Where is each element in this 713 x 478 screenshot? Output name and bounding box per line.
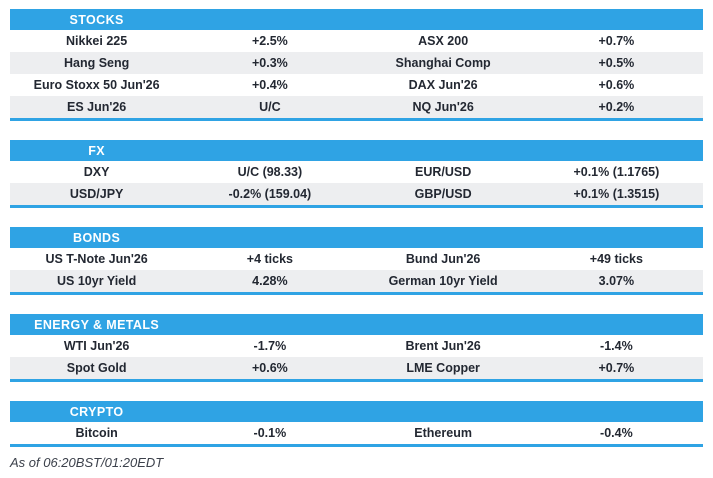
section-energy-metals: ENERGY & METALS WTI Jun'26 -1.7% Brent J…	[10, 314, 703, 382]
table-row: US 10yr Yield 4.28% German 10yr Yield 3.…	[10, 270, 703, 292]
section-header-bar: BONDS	[10, 227, 703, 248]
instrument-change: U/C	[259, 100, 281, 114]
instrument-change: -1.7%	[253, 339, 287, 353]
instrument-name: Brent Jun'26	[405, 339, 481, 353]
instrument-name: Shanghai Comp	[395, 56, 491, 70]
instrument-name: ES Jun'26	[67, 100, 127, 114]
section-header-bar: CRYPTO	[10, 401, 703, 422]
instrument-name: Spot Gold	[66, 361, 127, 375]
table-row: USD/JPY -0.2% (159.04) GBP/USD +0.1% (1.…	[10, 183, 703, 205]
instrument-name: Hang Seng	[63, 56, 130, 70]
market-sections: STOCKS Nikkei 225 +2.5% ASX 200 +0.7% Ha…	[10, 9, 703, 447]
section-crypto: CRYPTO Bitcoin -0.1% Ethereum -0.4%	[10, 401, 703, 447]
section-title: FX	[88, 143, 106, 158]
instrument-change: +0.6%	[251, 361, 288, 375]
section-title: BONDS	[73, 230, 121, 245]
section-rows: WTI Jun'26 -1.7% Brent Jun'26 -1.4% Spot…	[10, 335, 703, 379]
section-rows: DXY U/C (98.33) EUR/USD +0.1% (1.1765) U…	[10, 161, 703, 205]
instrument-change: +0.7%	[598, 361, 635, 375]
instrument-change: U/C (98.33)	[237, 165, 303, 179]
section-rows: Bitcoin -0.1% Ethereum -0.4%	[10, 422, 703, 444]
instrument-name: Nikkei 225	[66, 34, 128, 48]
instrument-change: +0.5%	[598, 56, 635, 70]
instrument-name: ASX 200	[418, 34, 469, 48]
section-header-bar: FX	[10, 140, 703, 161]
instrument-name: GBP/USD	[414, 187, 472, 201]
instrument-name: WTI Jun'26	[63, 339, 130, 353]
instrument-change: +0.1% (1.3515)	[573, 187, 660, 201]
table-row: Nikkei 225 +2.5% ASX 200 +0.7%	[10, 30, 703, 52]
section-title: CRYPTO	[69, 404, 124, 419]
as-of-timestamp: As of 06:20BST/01:20EDT	[10, 455, 164, 470]
instrument-change: +0.7%	[598, 34, 635, 48]
instrument-change: 3.07%	[598, 274, 635, 288]
section-rows: Nikkei 225 +2.5% ASX 200 +0.7% Hang Seng…	[10, 30, 703, 118]
instrument-change: 4.28%	[252, 274, 288, 288]
section-stocks: STOCKS Nikkei 225 +2.5% ASX 200 +0.7% Ha…	[10, 9, 703, 121]
table-row: Hang Seng +0.3% Shanghai Comp +0.5%	[10, 52, 703, 74]
instrument-change: +0.4%	[251, 78, 288, 92]
table-row: DXY U/C (98.33) EUR/USD +0.1% (1.1765)	[10, 161, 703, 183]
section-rows: US T-Note Jun'26 +4 ticks Bund Jun'26 +4…	[10, 248, 703, 292]
instrument-name: Ethereum	[414, 426, 472, 440]
instrument-name: EUR/USD	[414, 165, 472, 179]
instrument-change: +49 ticks	[589, 252, 643, 266]
instrument-change: -1.4%	[600, 339, 633, 353]
instrument-name: Bund Jun'26	[405, 252, 481, 266]
instrument-name: LME Copper	[406, 361, 480, 375]
instrument-change: -0.2% (159.04)	[228, 187, 312, 201]
section-bonds: BONDS US T-Note Jun'26 +4 ticks Bund Jun…	[10, 227, 703, 295]
instrument-name: DAX Jun'26	[408, 78, 478, 92]
table-row: Euro Stoxx 50 Jun'26 +0.4% DAX Jun'26 +0…	[10, 74, 703, 96]
section-title: STOCKS	[69, 12, 124, 27]
instrument-name: Euro Stoxx 50 Jun'26	[33, 78, 160, 92]
instrument-name: German 10yr Yield	[388, 274, 498, 288]
section-header-bar: STOCKS	[10, 9, 703, 30]
instrument-change: +0.6%	[598, 78, 635, 92]
instrument-name: US 10yr Yield	[57, 274, 137, 288]
table-row: US T-Note Jun'26 +4 ticks Bund Jun'26 +4…	[10, 248, 703, 270]
instrument-change: -0.1%	[253, 426, 287, 440]
table-row: WTI Jun'26 -1.7% Brent Jun'26 -1.4%	[10, 335, 703, 357]
instrument-change: +4 ticks	[246, 252, 293, 266]
instrument-change: -0.4%	[600, 426, 633, 440]
section-title: ENERGY & METALS	[34, 317, 160, 332]
instrument-name: Bitcoin	[75, 426, 118, 440]
section-header-bar: ENERGY & METALS	[10, 314, 703, 335]
instrument-change: +2.5%	[251, 34, 288, 48]
table-row: ES Jun'26 U/C NQ Jun'26 +0.2%	[10, 96, 703, 118]
instrument-name: US T-Note Jun'26	[45, 252, 148, 266]
table-row: Bitcoin -0.1% Ethereum -0.4%	[10, 422, 703, 444]
table-row: Spot Gold +0.6% LME Copper +0.7%	[10, 357, 703, 379]
section-fx: FX DXY U/C (98.33) EUR/USD +0.1% (1.1765…	[10, 140, 703, 208]
instrument-name: NQ Jun'26	[412, 100, 474, 114]
instrument-name: DXY	[83, 165, 110, 179]
instrument-change: +0.1% (1.1765)	[573, 165, 660, 179]
instrument-change: +0.3%	[251, 56, 288, 70]
instrument-change: +0.2%	[598, 100, 635, 114]
instrument-name: USD/JPY	[69, 187, 124, 201]
